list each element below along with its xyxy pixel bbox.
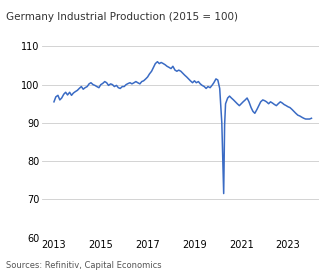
Text: Sources: Refinitiv, Capital Economics: Sources: Refinitiv, Capital Economics	[6, 261, 162, 270]
Text: Germany Industrial Production (2015 = 100): Germany Industrial Production (2015 = 10…	[6, 12, 239, 22]
